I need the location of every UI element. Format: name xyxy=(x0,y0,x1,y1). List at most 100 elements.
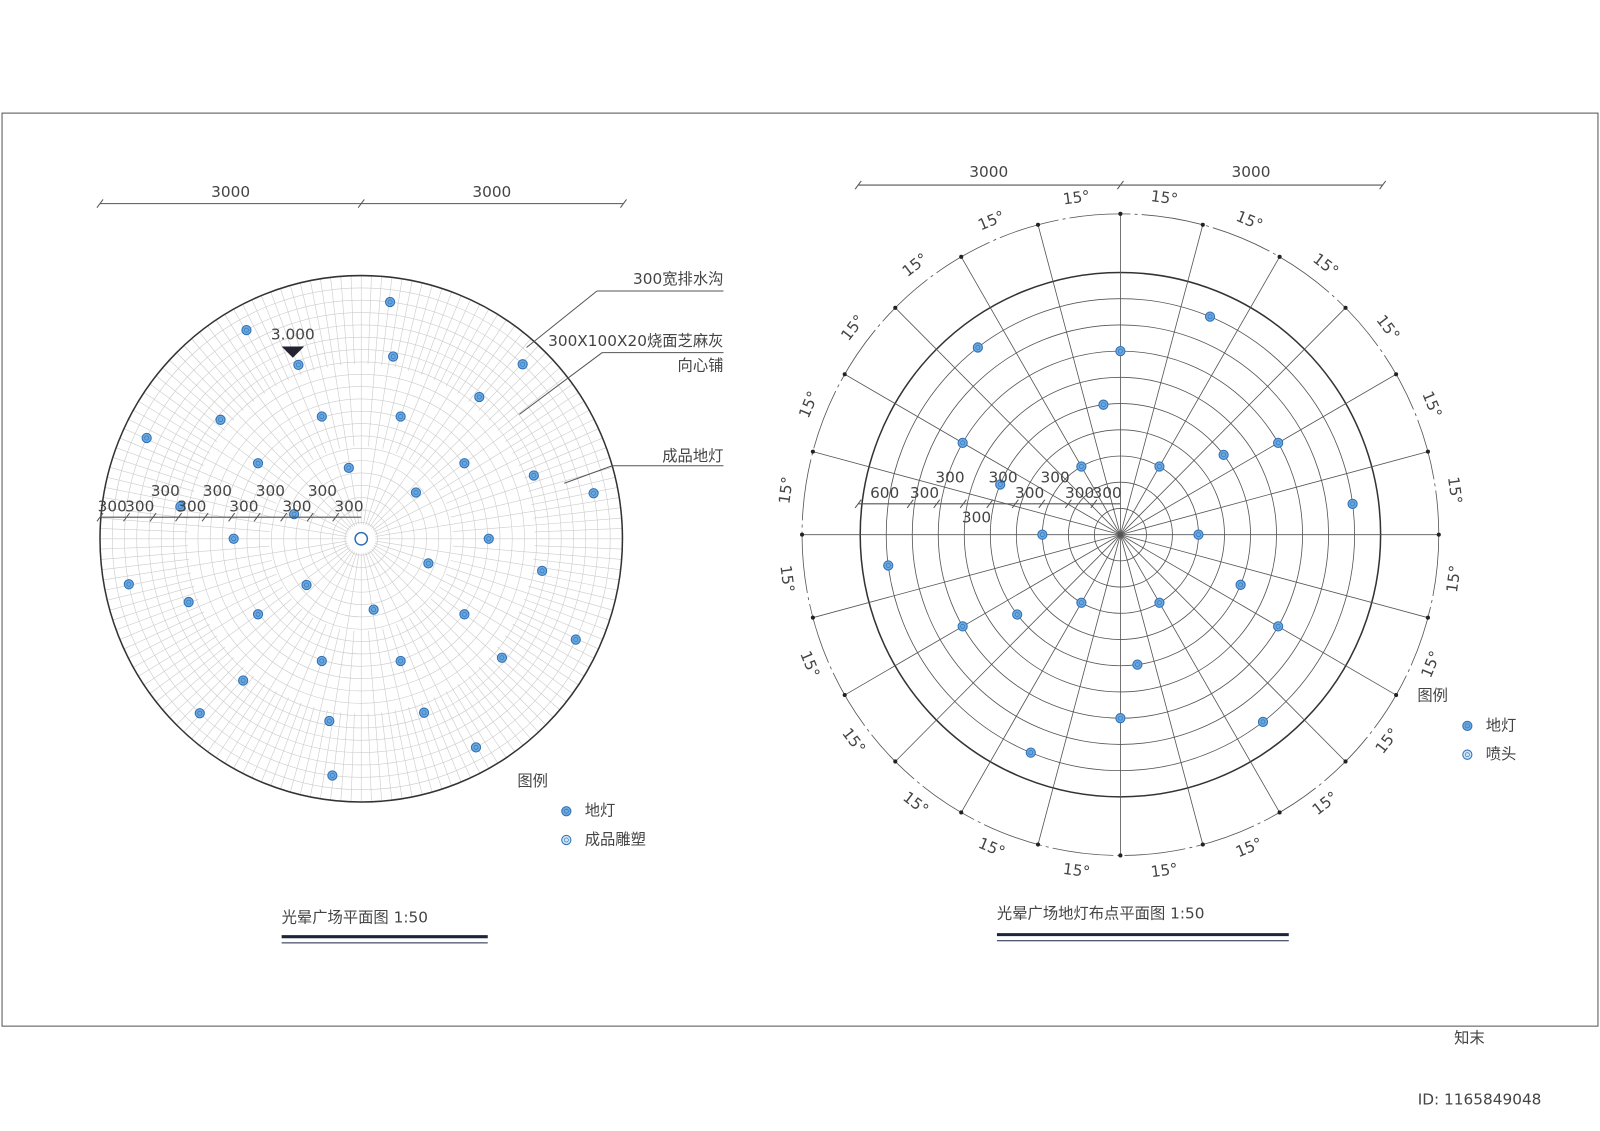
tick xyxy=(1436,532,1441,537)
light-core xyxy=(1350,501,1355,507)
line xyxy=(96,512,104,522)
line xyxy=(367,304,481,527)
label: 15° xyxy=(1233,207,1265,234)
light-core xyxy=(462,460,467,466)
label: 300 xyxy=(256,482,285,500)
line xyxy=(445,437,603,504)
line xyxy=(450,560,616,601)
line xyxy=(367,713,372,802)
line xyxy=(373,418,595,533)
light xyxy=(175,501,186,512)
light-core xyxy=(144,435,150,441)
label: 300 xyxy=(962,509,991,527)
line xyxy=(534,528,623,533)
label: 15° xyxy=(1443,564,1464,593)
label: 15° xyxy=(1150,860,1179,881)
line xyxy=(143,392,218,442)
light-core xyxy=(413,490,419,495)
light xyxy=(289,509,300,520)
light xyxy=(395,655,406,667)
line xyxy=(1120,534,1346,762)
line xyxy=(162,598,292,710)
light-core xyxy=(1275,440,1281,446)
light-core xyxy=(520,361,526,367)
light xyxy=(252,458,264,469)
light xyxy=(957,621,968,632)
line xyxy=(1090,499,1098,509)
line xyxy=(365,288,443,526)
line xyxy=(1120,256,1280,535)
line xyxy=(107,477,272,518)
line xyxy=(233,308,277,387)
line xyxy=(299,628,341,795)
light-core xyxy=(255,611,261,617)
label: 15° xyxy=(1418,389,1445,421)
light xyxy=(570,634,581,645)
sculpture xyxy=(354,531,369,546)
light xyxy=(474,391,485,403)
line xyxy=(488,359,554,421)
light xyxy=(496,652,508,663)
line xyxy=(367,275,372,365)
line xyxy=(854,499,862,509)
line xyxy=(518,428,599,466)
light xyxy=(1037,529,1048,540)
line xyxy=(1120,534,1280,813)
line xyxy=(420,608,532,740)
light xyxy=(1462,749,1473,760)
line xyxy=(128,545,349,659)
line xyxy=(183,666,244,733)
light xyxy=(537,565,548,577)
light xyxy=(1273,621,1284,632)
light xyxy=(1115,713,1126,724)
line xyxy=(1037,224,1121,535)
line xyxy=(1120,534,1397,696)
label: 300宽排水沟 xyxy=(633,270,723,288)
line xyxy=(523,598,607,631)
line xyxy=(133,409,211,454)
line xyxy=(149,546,350,694)
light xyxy=(1273,437,1284,449)
line xyxy=(149,512,157,522)
label: 300 xyxy=(282,497,311,515)
line xyxy=(534,545,623,550)
line xyxy=(531,487,618,505)
line xyxy=(176,352,352,529)
label: 600 xyxy=(870,484,899,502)
tick xyxy=(810,615,815,620)
light xyxy=(1235,579,1246,590)
line xyxy=(100,545,270,560)
line xyxy=(233,691,277,769)
light-core xyxy=(1028,750,1034,756)
light xyxy=(1257,716,1269,728)
line xyxy=(365,552,443,790)
light-core xyxy=(186,599,191,605)
light-core xyxy=(1465,723,1470,729)
light-core xyxy=(390,354,396,359)
light-core xyxy=(1260,719,1266,725)
tick xyxy=(842,692,847,698)
line xyxy=(109,585,195,611)
line xyxy=(528,467,613,492)
label: 向心铺 xyxy=(678,356,724,374)
label: 15° xyxy=(1150,187,1179,208)
line xyxy=(169,359,235,421)
light xyxy=(1347,498,1358,509)
light xyxy=(423,558,434,569)
label: 15° xyxy=(838,725,869,758)
light xyxy=(388,351,399,362)
line xyxy=(270,702,302,786)
light xyxy=(1462,720,1473,732)
line xyxy=(457,683,507,758)
line xyxy=(100,528,188,533)
line xyxy=(518,611,599,650)
label: 300 xyxy=(125,497,154,515)
line xyxy=(374,542,610,621)
line xyxy=(100,545,188,550)
id: ID: 1165849048 xyxy=(1418,1091,1542,1109)
line xyxy=(468,675,524,746)
tick xyxy=(1425,449,1430,454)
light xyxy=(368,604,379,615)
label: 15° xyxy=(900,788,932,819)
